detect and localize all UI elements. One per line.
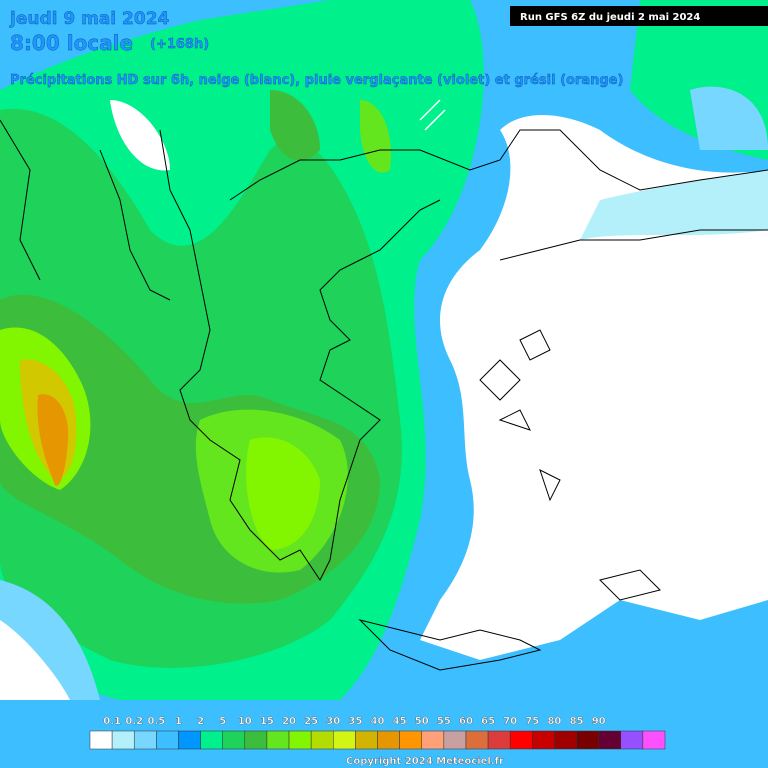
legend-swatch	[598, 730, 622, 750]
legend-swatch	[465, 730, 489, 750]
legend: 0.1 0.2 0.5 1 2 5 10 15 20 25 30 35 40 45 50 55 60 65 70 75…	[89, 716, 666, 750]
legend-swatch	[399, 730, 422, 750]
legend-swatch	[288, 730, 312, 750]
legend-label: 1	[175, 716, 182, 727]
legend-swatch	[178, 730, 201, 750]
legend-label: 15	[260, 716, 274, 727]
dry-land	[420, 115, 768, 660]
legend-label: 2	[197, 716, 204, 727]
legend-label: 80	[547, 716, 561, 727]
legend-label: 45	[393, 716, 407, 727]
legend-label: 10	[238, 716, 252, 727]
legend-swatch	[509, 730, 533, 750]
legend-label: 40	[371, 716, 385, 727]
legend-swatch	[487, 730, 511, 750]
legend-label: 75	[525, 716, 539, 727]
legend-label: 90	[592, 716, 606, 727]
legend-label: 85	[570, 716, 584, 727]
legend-label: 0.1	[103, 716, 121, 727]
legend-label: 30	[326, 716, 340, 727]
legend-swatch	[554, 730, 577, 750]
coastlines	[0, 119, 768, 671]
legend-swatch	[421, 730, 445, 750]
legend-label: 5	[219, 716, 226, 727]
legend-swatch	[111, 730, 135, 750]
legend-label: 60	[459, 716, 473, 727]
run-info: Run GFS 6Z du jeudi 2 mai 2024	[520, 12, 700, 23]
legend-swatch	[89, 730, 113, 750]
legend-swatch	[266, 730, 290, 750]
legend-swatch	[620, 730, 644, 750]
legend-swatch	[200, 730, 223, 750]
legend-swatch	[156, 730, 179, 750]
run-box	[510, 6, 768, 26]
lead: (+168h)	[150, 37, 209, 52]
legend-label: 35	[348, 716, 362, 727]
legend-swatch	[133, 730, 157, 750]
legend-swatch	[642, 730, 666, 750]
legend-label: 50	[415, 716, 429, 727]
legend-label: 0.5	[147, 716, 165, 727]
legend-swatch	[576, 730, 599, 750]
legend-label: 65	[481, 716, 495, 727]
copyright: Copyright 2024 Meteociel.fr	[346, 756, 504, 767]
legend-label: 25	[304, 716, 318, 727]
legend-swatch	[443, 730, 467, 750]
legend-swatch	[244, 730, 268, 750]
legend-swatch	[355, 730, 378, 750]
legend-swatch	[532, 730, 555, 750]
legend-swatch	[222, 730, 246, 750]
legend-swatch	[333, 730, 356, 750]
legend-swatch	[310, 730, 334, 750]
legend-swatch	[377, 730, 400, 750]
legend-label: 20	[282, 716, 296, 727]
legend-label: 0.2	[125, 716, 143, 727]
legend-label: 55	[437, 716, 451, 727]
subtitle: Précipitations HD sur 6h, neige (blanc),…	[10, 73, 623, 88]
legend-label: 70	[503, 716, 517, 727]
date: jeudi 9 mai 2024	[9, 9, 170, 29]
time: 8:00 locale	[10, 31, 133, 55]
